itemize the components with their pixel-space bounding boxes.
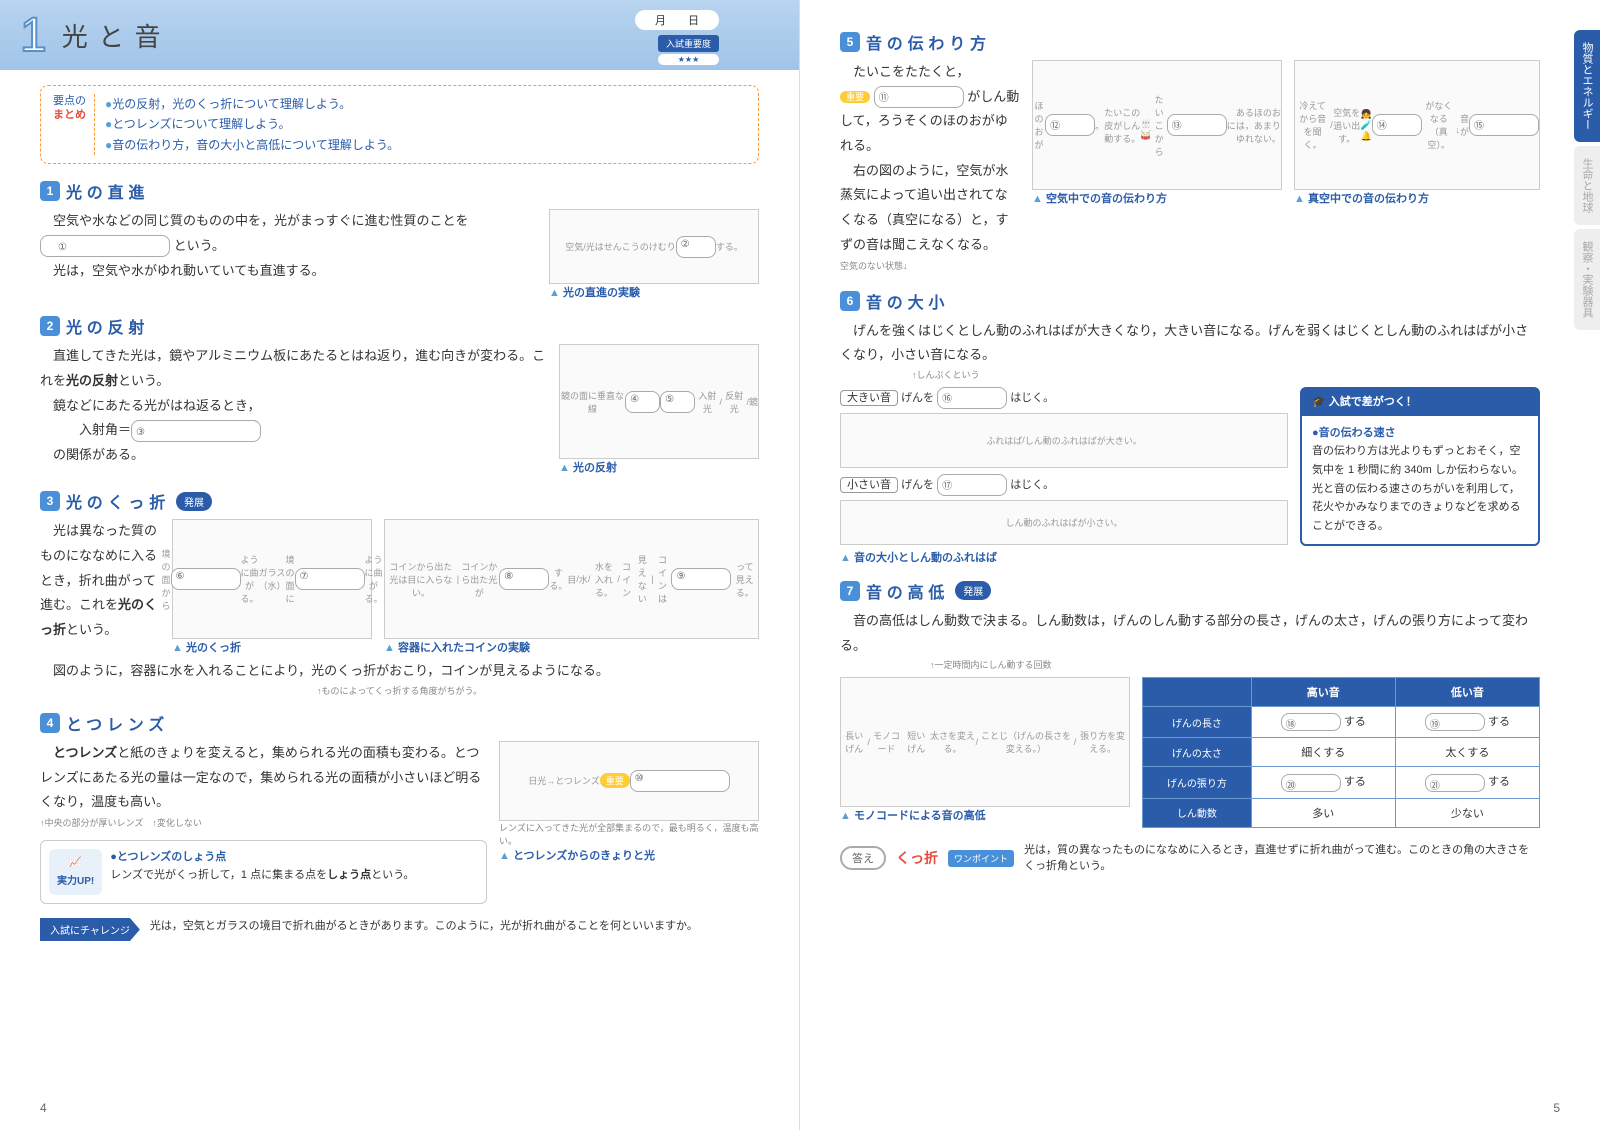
section-title: 光の直進	[66, 179, 149, 203]
diagram-sound-air: ほのおが 。 たいこの皮がしん動する。 🕯🕯🕯 🥁 たいこから に あるほのおは…	[1032, 60, 1282, 190]
tip-icon: 📈実力UP!	[49, 849, 102, 895]
tab-life-earth[interactable]: 生命と地球	[1574, 146, 1600, 225]
diagram-amplitude-small: しん動のふれはばが小さい。	[840, 500, 1288, 545]
section-7: 7 音の高低 発展 音の高低はしん動数で決まる。しん動数は，げんのしん動する部分…	[840, 579, 1540, 828]
blank-18[interactable]	[1281, 713, 1341, 731]
tip-box: 📈実力UP! ●とつレンズのしょう点 レンズで光がくっ折して，1 点に集まる点を…	[40, 840, 487, 904]
tab-observation[interactable]: 観察・実験器具	[1574, 229, 1600, 330]
page-number-left: 4	[40, 1101, 47, 1115]
blank-13[interactable]	[1167, 114, 1227, 136]
blank-15[interactable]	[1469, 114, 1539, 136]
section-6: 6 音の大小 げんを強くはじくとしん動のふれはばが大きくなり，大きい音になる。げ…	[840, 289, 1540, 565]
section-5: 5 音の伝わり方 たいこをたたくと， 重要 がしん動して，ろうそくのほのおがゆれ…	[840, 30, 1540, 275]
section-number: 1	[40, 181, 60, 201]
diagram-light-straight: 空気 / 光はせんこうのけむり する。	[549, 209, 759, 284]
answer-row: 答え くっ折 ワンポイント 光は，質の異なったものにななめに入るとき，直進せずに…	[840, 842, 1540, 875]
section-3: 3 光のくっ折 発展 光は異なった質のものにななめに入るとき，折れ曲がって進む。…	[40, 489, 759, 697]
date-box: 月 日	[635, 10, 719, 30]
blank-20[interactable]	[1281, 774, 1341, 792]
diagram-lens: 日光 → とつレンズ 重要	[499, 741, 759, 821]
challenge-label: 入試にチャレンジ	[40, 918, 140, 941]
blank-3[interactable]	[131, 420, 261, 442]
blank-2[interactable]	[676, 236, 716, 258]
blank-16[interactable]	[937, 387, 1007, 409]
blank-11[interactable]	[874, 86, 964, 108]
answer-label: 答え	[840, 846, 886, 870]
chapter-header: 1 光と音 月 日 入試重要度 ★★★	[0, 0, 799, 70]
chapter-number: 1	[20, 8, 47, 63]
blank-21[interactable]	[1425, 774, 1485, 792]
diagram-monochord: 長いげん / モノコード 短いげん 太さを変える。 / ことじ（げんの長さを変え…	[840, 677, 1130, 807]
blank-10[interactable]	[630, 770, 730, 792]
summary-box: 要点の まとめ ●光の反射，光のくっ折について理解しよう。 ●とつレンズについて…	[40, 85, 759, 164]
exam-tip-header: 🎓 入試で差がつく！	[1302, 389, 1538, 416]
exam-tip-box: 🎓 入試で差がつく！ ●音の伝わる速さ 音の伝わり方は光よりもずっとおそく，空気…	[1300, 387, 1540, 546]
diagram-amplitude-big: ふれはば / しん動のふれはばが大きい。	[840, 413, 1288, 468]
diagram-coin: コインから出た光は目に入らない。 | コインから出た光が する。 目 / 水 /…	[384, 519, 759, 639]
section-2: 2 光の反射 直進してきた光は，鏡やアルミニウム板にあたるとはね返り，進む向きが…	[40, 314, 759, 475]
diagram-reflection: 鏡の面に垂直な線 入射光 / 反射光 / 鏡	[559, 344, 759, 459]
one-point-label: ワンポイント	[948, 850, 1014, 867]
section-4: 4 とつレンズ とつレンズと紙のきょりを変えると，集められる光の面積も変わる。と…	[40, 711, 759, 904]
blank-4[interactable]	[625, 391, 660, 413]
blank-1[interactable]	[40, 235, 170, 257]
diagram-refraction: 境の面から ように曲がる。 ガラス（水） 境の面に ように曲がる。	[172, 519, 372, 639]
tab-matter-energy[interactable]: 物質とエネルギー	[1574, 30, 1600, 142]
diagram-sound-vacuum: 冷えてから音を聞く。 / 空気を追い出す。 👧 🧪🔔 がなくなる（真空）。↓ 音…	[1294, 60, 1540, 190]
section-1: 1 光の直進 空気や水などの同じ質のものの中を，光がまっすぐに進む性質のことを …	[40, 179, 759, 300]
blank-8[interactable]	[499, 568, 549, 590]
blank-7[interactable]	[295, 568, 365, 590]
advanced-tag: 発展	[176, 492, 212, 511]
blank-17[interactable]	[937, 474, 1007, 496]
blank-9[interactable]	[671, 568, 731, 590]
blank-6[interactable]	[171, 568, 241, 590]
importance-badge: 入試重要度 ★★★	[658, 35, 719, 65]
blank-14[interactable]	[1372, 114, 1422, 136]
blank-19[interactable]	[1425, 713, 1485, 731]
page-number-right: 5	[1553, 1101, 1560, 1115]
chapter-title: 光と音	[62, 17, 171, 54]
blank-5[interactable]	[660, 391, 695, 413]
side-tabs: 物質とエネルギー 生命と地球 観察・実験器具	[1574, 30, 1600, 334]
pitch-table: 高い音低い音 げんの長さ する する げんの太さ 細くする 太くする げんの張り…	[1142, 677, 1540, 827]
answer-text: くっ折	[896, 848, 938, 868]
diagram-caption: ▲ 光の直進の実験	[549, 284, 759, 300]
challenge-box: 入試にチャレンジ 光は，空気とガラスの境目で折れ曲がるときがあります。このように…	[40, 918, 759, 941]
blank-12[interactable]	[1045, 114, 1095, 136]
